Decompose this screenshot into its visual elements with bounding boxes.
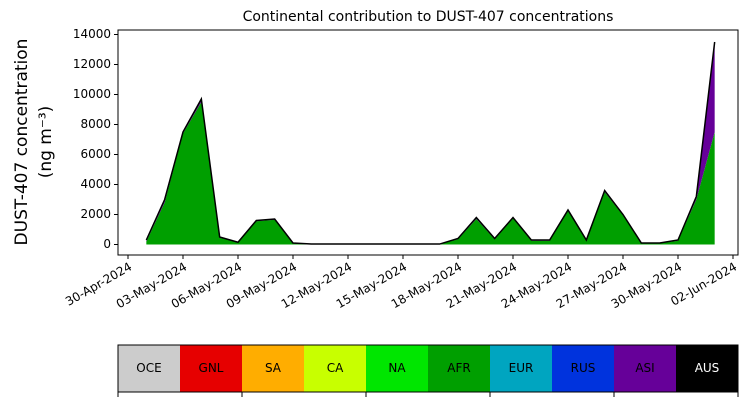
y-axis-label: DUST-407 concentration — [12, 39, 32, 246]
colorbar-cell — [304, 345, 366, 392]
colorbar-cell — [180, 345, 242, 392]
y-tick-label: 12000 — [73, 57, 111, 71]
y-tick-label: 4000 — [80, 177, 111, 191]
colorbar-label: SA — [265, 361, 282, 375]
colorbar-cell — [490, 345, 552, 392]
colorbar-cell — [366, 345, 428, 392]
colorbar-label: AFR — [447, 361, 470, 375]
colorbar-label: ASI — [635, 361, 654, 375]
colorbar-cell — [676, 345, 738, 392]
y-tick-label: 10000 — [73, 87, 111, 101]
colorbar-cell — [552, 345, 614, 392]
colorbar-label: CA — [327, 361, 344, 375]
area — [146, 42, 715, 245]
plot-frame — [117, 29, 739, 256]
colorbar-label: AUS — [695, 361, 720, 375]
y-axis-label: (ng m⁻³) — [36, 106, 56, 179]
colorbar-label: EUR — [509, 361, 534, 375]
outline — [145, 41, 716, 245]
y-tick-label: 8000 — [80, 117, 111, 131]
y-tick-label: 2000 — [80, 207, 111, 221]
colorbar-label: RUS — [571, 361, 596, 375]
colorbar-cell — [242, 345, 304, 392]
colorbar-label: NA — [388, 361, 406, 375]
y-tick-label: 0 — [103, 237, 111, 251]
chart-title: Continental contribution to DUST-407 con… — [243, 9, 614, 25]
y-tick-label: 14000 — [73, 27, 111, 41]
colorbar-cell — [614, 345, 676, 392]
colorbar-cell — [428, 345, 490, 392]
colorbar-label: OCE — [136, 361, 161, 375]
colorbar-frame — [117, 344, 739, 393]
y-tick-label: 6000 — [80, 147, 111, 161]
colorbar-cell — [118, 345, 180, 392]
colorbar-label: GNL — [199, 361, 224, 375]
